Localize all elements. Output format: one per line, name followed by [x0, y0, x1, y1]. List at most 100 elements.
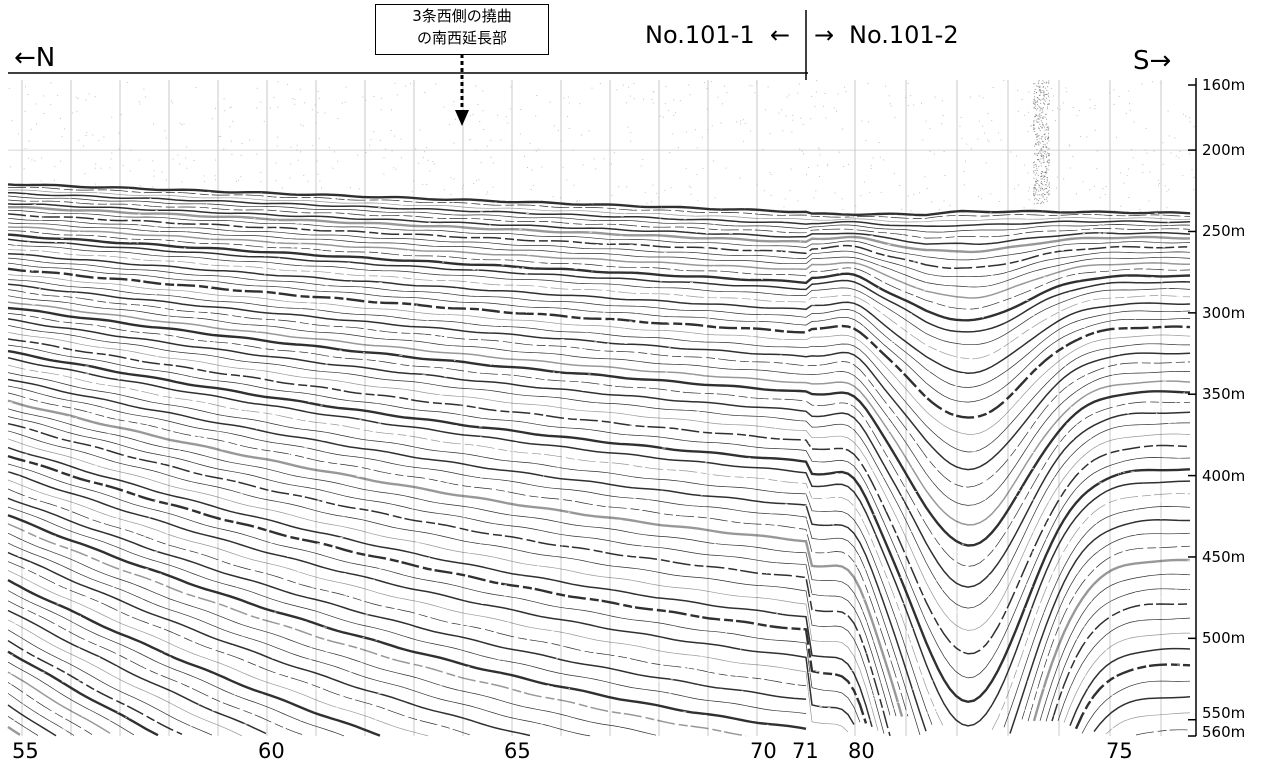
- noise-speck: [665, 592, 669, 594]
- noise-speck: [689, 94, 691, 96]
- noise-speck: [1047, 81, 1049, 83]
- noise-speck: [679, 100, 681, 102]
- noise-speck: [552, 418, 555, 420]
- noise-speck: [29, 396, 33, 398]
- noise-speck: [1038, 184, 1040, 186]
- noise-speck: [845, 91, 847, 93]
- noise-speck: [378, 422, 382, 424]
- reflector-line: [7, 295, 1191, 506]
- noise-speck: [331, 345, 334, 347]
- noise-speck: [474, 400, 477, 402]
- noise-speck: [428, 701, 433, 703]
- noise-speck: [1035, 101, 1037, 103]
- noise-speck: [1034, 116, 1036, 118]
- noise-speck: [657, 546, 662, 548]
- noise-speck: [1105, 498, 1107, 500]
- noise-speck: [608, 373, 612, 375]
- noise-speck: [452, 590, 455, 592]
- noise-speck: [500, 325, 503, 327]
- depth-label-160: 160m: [1202, 76, 1246, 94]
- noise-speck: [818, 148, 820, 150]
- noise-speck: [213, 341, 215, 343]
- noise-speck: [667, 322, 670, 324]
- noise-speck: [351, 259, 356, 261]
- noise-speck: [1043, 146, 1045, 148]
- noise-speck: [1033, 170, 1035, 172]
- noise-speck: [282, 449, 285, 451]
- noise-speck: [1156, 280, 1160, 282]
- noise-speck: [558, 427, 562, 429]
- noise-speck: [934, 529, 937, 531]
- noise-speck: [806, 400, 808, 402]
- noise-speck: [385, 457, 387, 459]
- noise-speck: [815, 190, 817, 192]
- noise-speck: [325, 363, 328, 365]
- noise-speck: [278, 243, 281, 245]
- noise-speck: [1041, 175, 1042, 177]
- noise-speck: [203, 175, 205, 177]
- noise-speck: [1037, 340, 1041, 342]
- noise-speck: [961, 137, 963, 139]
- noise-speck: [1044, 283, 1047, 285]
- noise-speck: [125, 716, 127, 718]
- reflector-line: [7, 226, 1190, 299]
- noise-speck: [547, 376, 549, 378]
- noise-speck: [349, 187, 351, 189]
- noise-speck: [1103, 394, 1108, 396]
- noise-speck: [595, 675, 597, 677]
- noise-speck: [457, 300, 460, 302]
- noise-speck: [1046, 197, 1048, 199]
- noise-speck: [441, 534, 445, 535]
- noise-speck: [758, 625, 761, 627]
- noise-speck: [831, 487, 835, 489]
- noise-speck: [324, 284, 329, 286]
- noise-speck: [1033, 93, 1035, 95]
- noise-speck: [1182, 416, 1187, 418]
- noise-speck: [899, 524, 902, 526]
- noise-speck: [1070, 438, 1074, 440]
- noise-speck: [1040, 91, 1042, 93]
- noise-speck: [873, 698, 876, 700]
- noise-speck: [1172, 592, 1176, 594]
- noise-speck: [971, 721, 974, 723]
- noise-speck: [619, 535, 624, 537]
- noise-speck: [785, 310, 787, 312]
- noise-speck: [564, 670, 569, 672]
- noise-speck: [318, 558, 322, 560]
- noise-speck: [1159, 182, 1161, 184]
- noise-speck: [1074, 423, 1078, 425]
- noise-speck: [762, 149, 764, 151]
- noise-speck: [460, 414, 463, 416]
- noise-speck: [1105, 186, 1107, 187]
- noise-speck: [871, 470, 875, 471]
- noise-speck: [1005, 380, 1009, 382]
- noise-speck: [1003, 698, 1008, 700]
- noise-speck: [652, 102, 654, 104]
- noise-speck: [1044, 188, 1045, 190]
- noise-speck: [60, 160, 62, 162]
- noise-speck: [357, 154, 359, 156]
- noise-speck: [790, 413, 794, 415]
- noise-speck: [286, 439, 290, 441]
- shot-label-55: 55: [12, 739, 39, 763]
- noise-speck: [68, 198, 72, 200]
- noise-speck: [780, 519, 783, 521]
- noise-speck: [294, 245, 297, 246]
- noise-speck: [706, 108, 708, 110]
- noise-speck: [92, 134, 94, 136]
- noise-speck: [814, 106, 816, 108]
- noise-speck: [939, 522, 942, 524]
- noise-speck: [927, 439, 931, 441]
- noise-speck: [1168, 569, 1170, 571]
- noise-speck: [128, 188, 129, 189]
- noise-speck: [344, 511, 347, 513]
- noise-speck: [1042, 83, 1044, 85]
- noise-speck: [706, 473, 710, 475]
- noise-speck: [300, 439, 305, 441]
- noise-speck: [119, 513, 123, 515]
- noise-speck: [883, 159, 884, 161]
- noise-speck: [772, 259, 774, 261]
- noise-speck: [925, 476, 927, 478]
- noise-speck: [1109, 344, 1112, 346]
- noise-speck: [997, 132, 999, 134]
